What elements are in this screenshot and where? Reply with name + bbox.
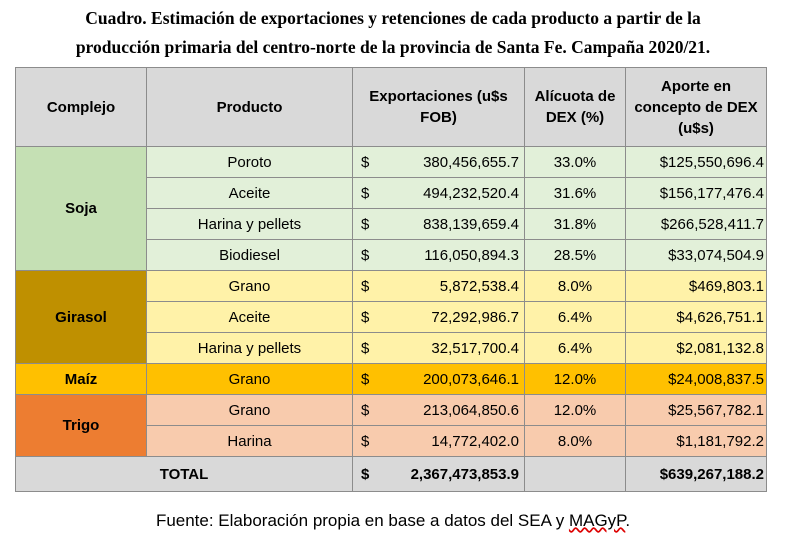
cell-alicuota: 33.0% [524, 146, 626, 178]
header-producto: Producto [146, 67, 353, 147]
cell-aporte: $24,008,837.5 [625, 363, 767, 395]
cell-exportaciones: 494,232,520.4 [373, 177, 525, 209]
cell-alicuota: 8.0% [524, 425, 626, 457]
table-row: Trigo Grano $ 213,064,850.6 12.0% $25,56… [15, 394, 767, 457]
cell-exportaciones: 200,073,646.1 [373, 363, 525, 395]
table-row: Aceite $ 494,232,520.4 31.6% $156,177,47… [15, 177, 767, 209]
group-trigo: Trigo [15, 394, 147, 457]
cell-producto: Grano [146, 270, 353, 302]
cell-currency: $ [351, 270, 374, 302]
cell-producto: Aceite [146, 301, 353, 333]
cell-aporte: $1,181,792.2 [625, 425, 767, 457]
group-soja: Soja [15, 146, 147, 271]
table-row: Soja Poroto $ 380,456,655.7 33.0% $125,5… [15, 146, 767, 271]
cell-alicuota: 8.0% [524, 270, 626, 302]
cell-producto: Grano [146, 394, 353, 426]
cell-producto: Harina y pellets [146, 332, 353, 364]
source-note: Fuente: Elaboración propia en base a dat… [0, 511, 786, 531]
cell-aporte: $2,081,132.8 [625, 332, 767, 364]
cell-currency: $ [351, 239, 374, 271]
cell-producto: Biodiesel [146, 239, 353, 271]
cell-exportaciones: 5,872,538.4 [373, 270, 525, 302]
table-caption: Cuadro. Estimación de exportaciones y re… [0, 4, 786, 62]
total-label: TOTAL [15, 456, 353, 492]
cell-alicuota: 31.8% [524, 208, 626, 240]
cell-producto: Harina y pellets [146, 208, 353, 240]
cell-exportaciones: 116,050,894.3 [373, 239, 525, 271]
header-complejo: Complejo [15, 67, 147, 147]
cell-alicuota: 6.4% [524, 301, 626, 333]
cell-producto: Grano [146, 363, 353, 395]
cell-exportaciones: 14,772,402.0 [373, 425, 525, 457]
cell-currency: $ [351, 425, 374, 457]
cell-aporte: $469,803.1 [625, 270, 767, 302]
cell-producto: Harina [146, 425, 353, 457]
cell-producto: Aceite [146, 177, 353, 209]
group-girasol: Girasol [15, 270, 147, 364]
cell-exportaciones: 72,292,986.7 [373, 301, 525, 333]
cell-exportaciones: 380,456,655.7 [373, 146, 525, 178]
table-row: Maíz Grano $ 200,073,646.1 12.0% $24,008… [15, 363, 767, 395]
cell-aporte: $33,074,504.9 [625, 239, 767, 271]
caption-line-2: producción primaria del centro-norte de … [75, 37, 711, 57]
cell-currency: $ [351, 146, 374, 178]
cell-aporte: $4,626,751.1 [625, 301, 767, 333]
cell-alicuota: 6.4% [524, 332, 626, 364]
cell-exportaciones: 32,517,700.4 [373, 332, 525, 364]
cell-exportaciones: 213,064,850.6 [373, 394, 525, 426]
total-currency: $ [351, 456, 374, 492]
group-maiz: Maíz [15, 363, 147, 395]
cell-currency: $ [351, 394, 374, 426]
header-aporte: Aporte en concepto de DEX (u$s) [625, 67, 767, 147]
total-exportaciones: 2,367,473,853.9 [373, 456, 525, 492]
cell-currency: $ [351, 177, 374, 209]
cell-aporte: $25,567,782.1 [625, 394, 767, 426]
cell-alicuota: 31.6% [524, 177, 626, 209]
cell-currency: $ [351, 208, 374, 240]
header-row: Complejo Producto Exportaciones (u$s FOB… [15, 67, 767, 147]
total-aporte: $639,267,188.2 [625, 456, 767, 492]
cell-aporte: $125,550,696.4 [625, 146, 767, 178]
cell-currency: $ [351, 363, 374, 395]
cell-aporte: $266,528,411.7 [625, 208, 767, 240]
cell-currency: $ [351, 332, 374, 364]
total-row: TOTAL $ 2,367,473,853.9 $639,267,188.2 [15, 456, 767, 492]
cell-currency: $ [351, 301, 374, 333]
cell-alicuota: 12.0% [524, 394, 626, 426]
source-prefix: Fuente: Elaboración propia en base a dat… [155, 511, 569, 530]
cell-alicuota: 12.0% [524, 363, 626, 395]
header-exportaciones: Exportaciones (u$s FOB) [352, 67, 525, 147]
source-suffix: . [625, 511, 631, 530]
table-row: Girasol Grano $ 5,872,538.4 8.0% $469,80… [15, 270, 767, 364]
cell-producto: Poroto [146, 146, 353, 178]
source-magyp: MAGyP [568, 511, 626, 530]
cell-alicuota: 28.5% [524, 239, 626, 271]
cell-exportaciones: 838,139,659.4 [373, 208, 525, 240]
total-alicuota-empty [524, 456, 626, 492]
caption-line-1: Cuadro. Estimación de exportaciones y re… [85, 8, 701, 28]
header-alicuota: Alícuota de DEX (%) [524, 67, 626, 147]
cell-aporte: $156,177,476.4 [625, 177, 767, 209]
exports-table: Complejo Producto Exportaciones (u$s FOB… [15, 67, 767, 492]
